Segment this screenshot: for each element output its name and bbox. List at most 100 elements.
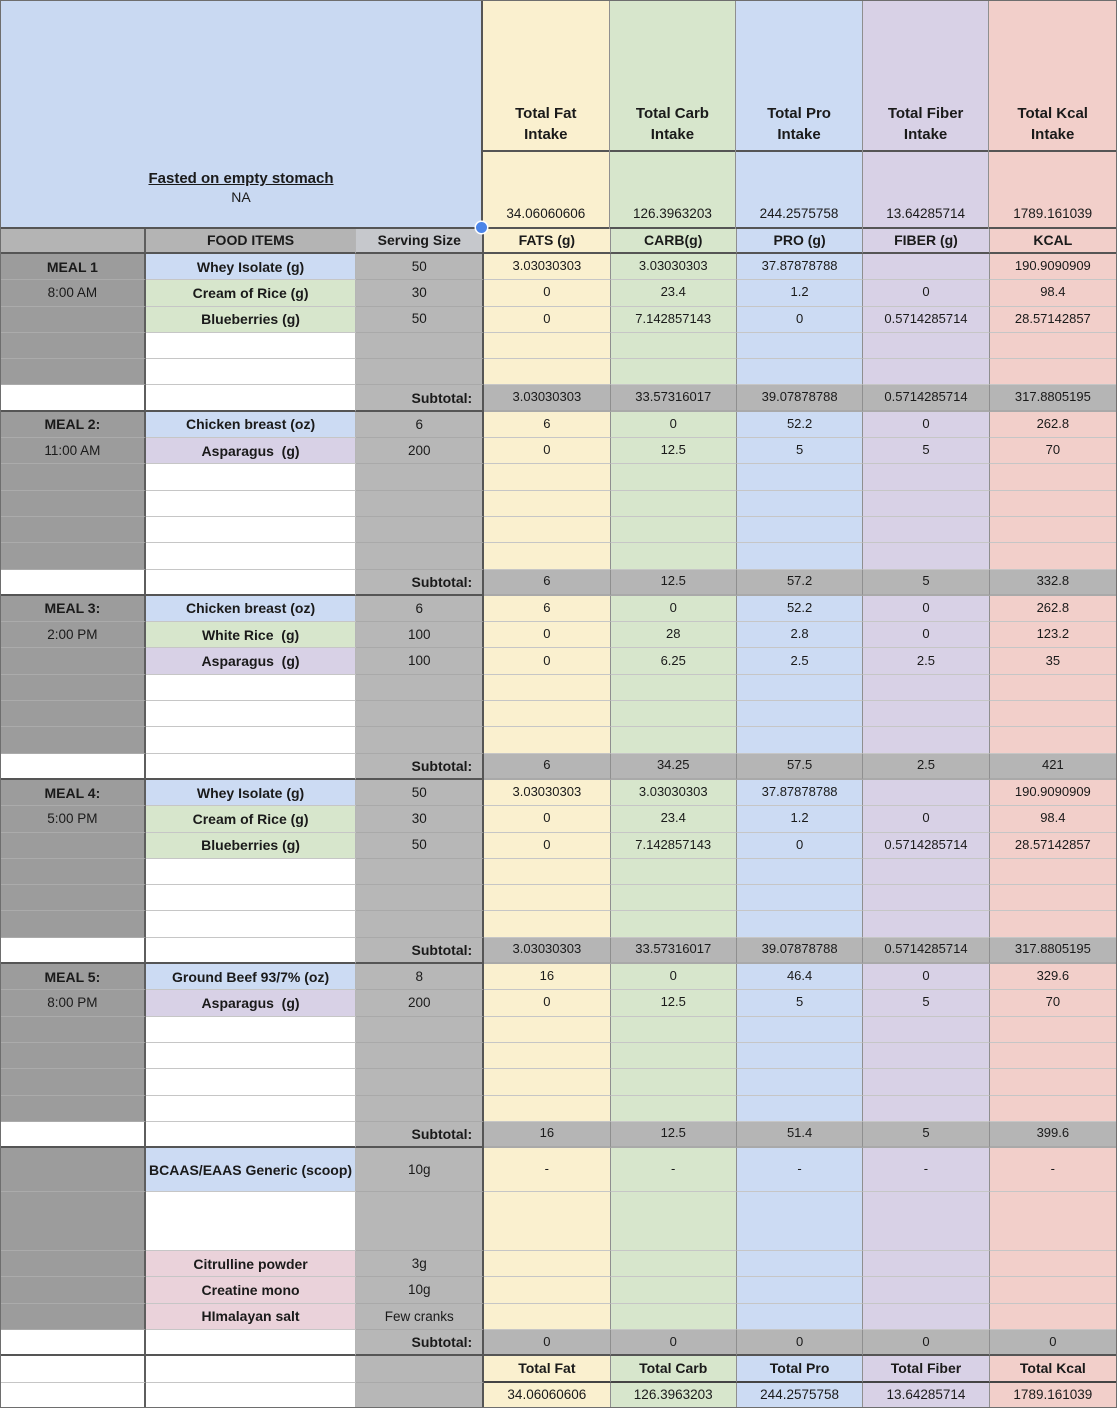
food-item-cell[interactable]: Asparagus (g) bbox=[145, 438, 357, 465]
kcal-value-cell[interactable]: 35 bbox=[989, 648, 1116, 675]
empty-cell[interactable] bbox=[145, 385, 357, 412]
empty-cell[interactable] bbox=[145, 1016, 357, 1043]
meal-time-cell[interactable]: 2:00 PM bbox=[1, 622, 146, 649]
fats-value-cell[interactable]: 0 bbox=[484, 622, 611, 649]
empty-cell[interactable] bbox=[863, 1095, 990, 1122]
empty-cell[interactable] bbox=[1, 1382, 146, 1407]
empty-cell[interactable] bbox=[356, 543, 485, 570]
fats-value-cell[interactable]: 0 bbox=[484, 648, 611, 675]
fats-subtotal-cell[interactable]: 6 bbox=[484, 753, 611, 780]
empty-cell[interactable] bbox=[863, 1016, 990, 1043]
subtotal-label-cell[interactable]: Subtotal: bbox=[356, 753, 485, 780]
fats-subtotal-cell[interactable]: 0 bbox=[484, 1329, 611, 1357]
empty-cell[interactable] bbox=[989, 543, 1116, 570]
total-fiber-intake-header[interactable]: Total Fiber Intake bbox=[862, 1, 989, 152]
carb-subtotal-cell[interactable]: 12.5 bbox=[610, 569, 737, 596]
empty-cell[interactable] bbox=[484, 911, 611, 938]
empty-cell[interactable] bbox=[1, 701, 146, 728]
empty-cell[interactable] bbox=[484, 1303, 611, 1330]
empty-cell[interactable] bbox=[736, 516, 864, 544]
empty-cell[interactable] bbox=[356, 1356, 485, 1383]
pro-subtotal-cell[interactable]: 39.07878788 bbox=[736, 937, 864, 965]
empty-cell[interactable] bbox=[145, 1356, 357, 1383]
meal-time-cell[interactable]: 5:00 PM bbox=[1, 806, 146, 833]
carb-value-cell[interactable]: 3.03030303 bbox=[610, 254, 737, 281]
fats-value-cell[interactable]: 0 bbox=[484, 806, 611, 833]
empty-cell[interactable] bbox=[356, 1095, 485, 1122]
fats-value-cell[interactable]: 0 bbox=[484, 990, 611, 1017]
meal-label-cell[interactable]: MEAL 2: bbox=[1, 411, 146, 439]
empty-cell[interactable] bbox=[989, 701, 1116, 728]
empty-cell[interactable] bbox=[484, 1277, 611, 1304]
kcal-subtotal-cell[interactable]: 399.6 bbox=[989, 1121, 1116, 1149]
serving-size-cell[interactable]: Few cranks bbox=[356, 1303, 485, 1330]
empty-cell[interactable] bbox=[145, 727, 357, 754]
kcal-value-cell[interactable]: 98.4 bbox=[989, 280, 1116, 307]
kcal-value-cell[interactable]: - bbox=[989, 1148, 1116, 1193]
food-item-cell[interactable]: Citrulline powder bbox=[145, 1251, 357, 1278]
empty-cell[interactable] bbox=[484, 885, 611, 912]
empty-cell[interactable] bbox=[1, 1148, 146, 1193]
empty-cell[interactable] bbox=[1, 648, 146, 675]
meal-time-cell[interactable]: 8:00 AM bbox=[1, 280, 146, 307]
empty-cell[interactable] bbox=[145, 858, 357, 886]
kcal-subtotal-cell[interactable]: 332.8 bbox=[989, 569, 1116, 596]
empty-cell[interactable] bbox=[356, 885, 485, 912]
kcal-value-cell[interactable]: 28.57142857 bbox=[989, 832, 1116, 859]
empty-cell[interactable] bbox=[1, 727, 146, 754]
pro-header[interactable]: PRO (g) bbox=[736, 229, 864, 254]
empty-cell[interactable] bbox=[356, 1042, 485, 1070]
empty-cell[interactable] bbox=[989, 332, 1116, 360]
fats-subtotal-cell[interactable]: 16 bbox=[484, 1121, 611, 1149]
empty-cell[interactable] bbox=[863, 332, 990, 360]
empty-cell[interactable] bbox=[1, 832, 146, 859]
pro-subtotal-cell[interactable]: 57.5 bbox=[736, 753, 864, 780]
food-item-cell[interactable]: HImalayan salt bbox=[145, 1303, 357, 1330]
empty-cell[interactable] bbox=[484, 858, 611, 886]
empty-cell[interactable] bbox=[484, 543, 611, 570]
empty-cell[interactable] bbox=[736, 911, 864, 938]
carb-subtotal-cell[interactable]: 34.25 bbox=[610, 753, 737, 780]
total-carb-footer-header[interactable]: Total Carb bbox=[610, 1356, 737, 1383]
carb-value-cell[interactable]: 12.5 bbox=[610, 990, 737, 1017]
serving-size-cell[interactable]: 50 bbox=[356, 832, 485, 859]
kcal-value-cell[interactable]: 262.8 bbox=[989, 595, 1116, 623]
empty-cell[interactable] bbox=[356, 490, 485, 517]
pro-value-cell[interactable]: 52.2 bbox=[736, 595, 864, 623]
pro-value-cell[interactable]: 0 bbox=[736, 832, 864, 859]
empty-cell[interactable] bbox=[863, 1303, 990, 1330]
empty-cell[interactable] bbox=[736, 885, 864, 912]
empty-cell[interactable] bbox=[736, 1251, 864, 1278]
empty-cell[interactable] bbox=[736, 1095, 864, 1122]
empty-cell[interactable] bbox=[863, 727, 990, 754]
food-item-cell[interactable]: Chicken breast (oz) bbox=[145, 411, 357, 439]
empty-cell[interactable] bbox=[610, 701, 737, 728]
empty-cell[interactable] bbox=[1, 332, 146, 360]
empty-cell[interactable] bbox=[1, 1356, 146, 1383]
empty-cell[interactable] bbox=[989, 359, 1116, 386]
total-fiber-footer-header[interactable]: Total Fiber bbox=[863, 1356, 990, 1383]
empty-cell[interactable] bbox=[1, 569, 146, 596]
empty-cell[interactable] bbox=[610, 911, 737, 938]
serving-size-cell[interactable]: 10g bbox=[356, 1277, 485, 1304]
food-item-cell[interactable]: Blueberries (g) bbox=[145, 306, 357, 333]
fiber-value-cell[interactable]: 5 bbox=[863, 990, 990, 1017]
empty-cell[interactable] bbox=[989, 464, 1116, 491]
pro-value-cell[interactable]: 37.87878788 bbox=[736, 779, 864, 807]
fiber-header[interactable]: FIBER (g) bbox=[863, 229, 990, 254]
empty-cell[interactable] bbox=[610, 1016, 737, 1043]
food-item-cell[interactable]: Asparagus (g) bbox=[145, 648, 357, 675]
total-pro-intake-value[interactable]: 244.2575758 bbox=[736, 152, 862, 229]
subtotal-label-cell[interactable]: Subtotal: bbox=[356, 385, 485, 412]
empty-cell[interactable] bbox=[484, 359, 611, 386]
empty-cell[interactable] bbox=[863, 1042, 990, 1070]
empty-cell[interactable] bbox=[989, 1016, 1116, 1043]
empty-cell[interactable] bbox=[484, 1095, 611, 1122]
empty-cell[interactable] bbox=[356, 911, 485, 938]
empty-cell[interactable] bbox=[863, 885, 990, 912]
empty-cell[interactable] bbox=[736, 543, 864, 570]
pro-subtotal-cell[interactable]: 39.07878788 bbox=[736, 385, 864, 412]
total-fiber-footer-value[interactable]: 13.64285714 bbox=[863, 1382, 990, 1407]
empty-cell[interactable] bbox=[610, 516, 737, 544]
kcal-value-cell[interactable]: 70 bbox=[989, 990, 1116, 1017]
